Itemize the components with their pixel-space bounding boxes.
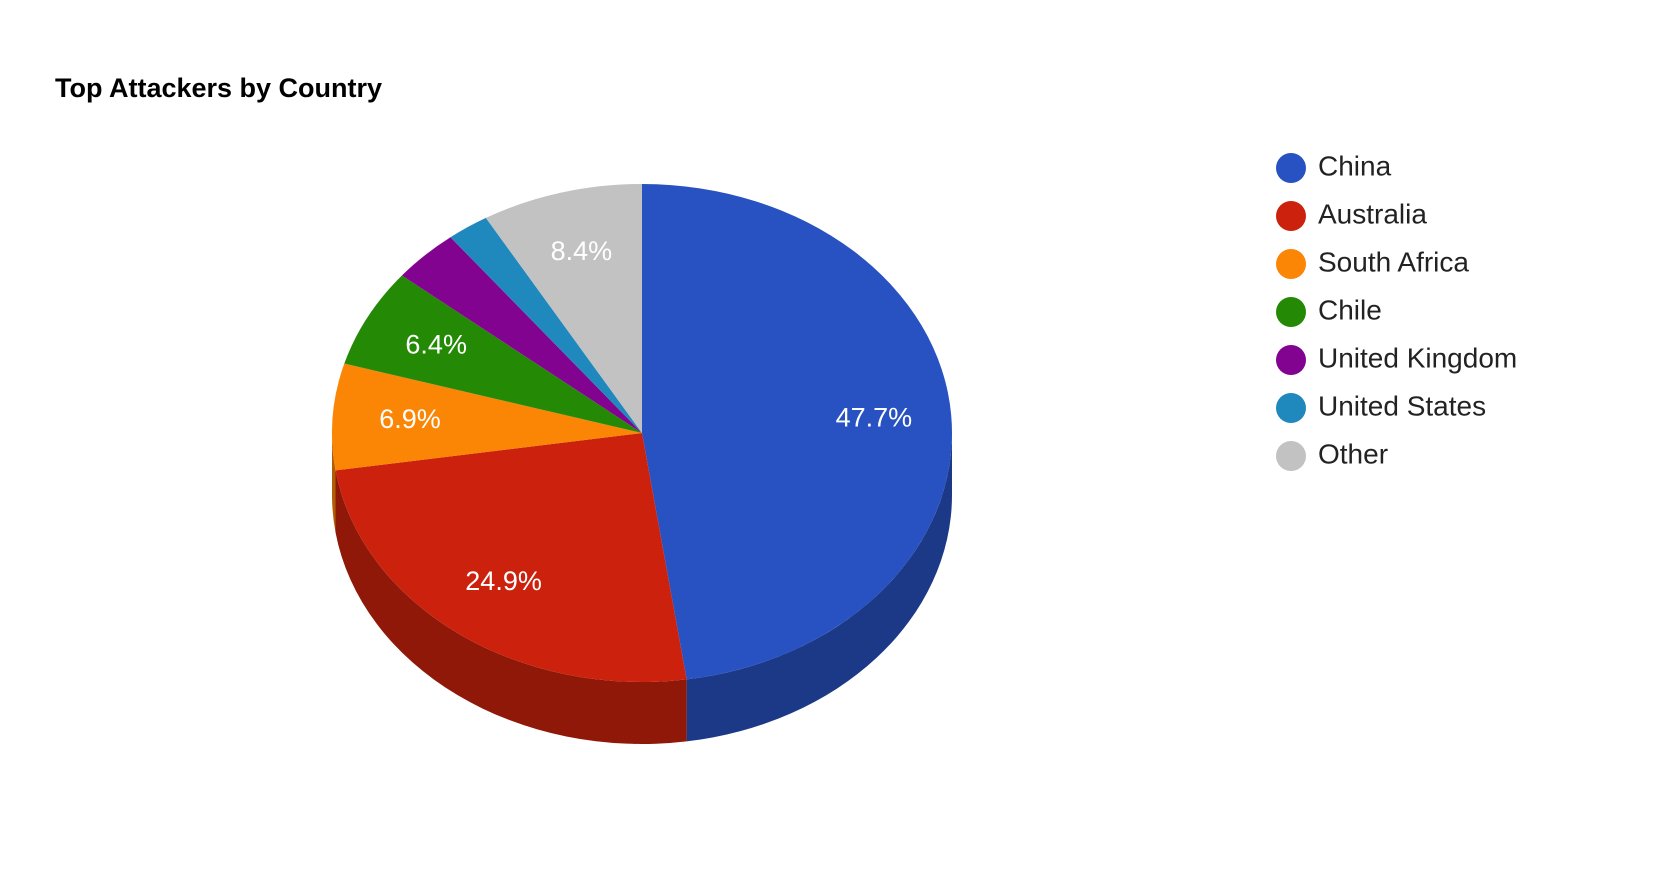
slice (642, 184, 952, 680)
slice-side (335, 470, 687, 744)
slice (335, 433, 687, 682)
legend-label: South Africa (1318, 246, 1469, 277)
legend-label: United Kingdom (1318, 342, 1517, 373)
legend-swatch (1276, 297, 1306, 327)
slice (401, 237, 642, 433)
slice-side (686, 433, 952, 742)
legend-label: China (1318, 150, 1392, 181)
slice (485, 184, 642, 433)
slice (331, 363, 642, 471)
legend-swatch (1276, 153, 1306, 183)
data-label: 24.9% (465, 566, 542, 596)
legend-swatch (1276, 393, 1306, 423)
legend-label: Other (1318, 438, 1388, 469)
slice-side (332, 433, 336, 533)
data-label: 6.4% (405, 329, 467, 359)
legend-swatch (1276, 345, 1306, 375)
data-label: 6.9% (379, 404, 441, 434)
legend-label: Chile (1318, 294, 1382, 325)
legend-swatch (1276, 201, 1306, 231)
slice (344, 275, 642, 433)
legend-label: United States (1318, 390, 1486, 421)
slice (450, 217, 642, 433)
data-label: 47.7% (836, 403, 913, 433)
data-label: 8.4% (551, 236, 613, 266)
legend-swatch (1276, 441, 1306, 471)
chart-title: Top Attackers by Country (55, 73, 382, 103)
legend-label: Australia (1318, 198, 1427, 229)
legend-swatch (1276, 249, 1306, 279)
